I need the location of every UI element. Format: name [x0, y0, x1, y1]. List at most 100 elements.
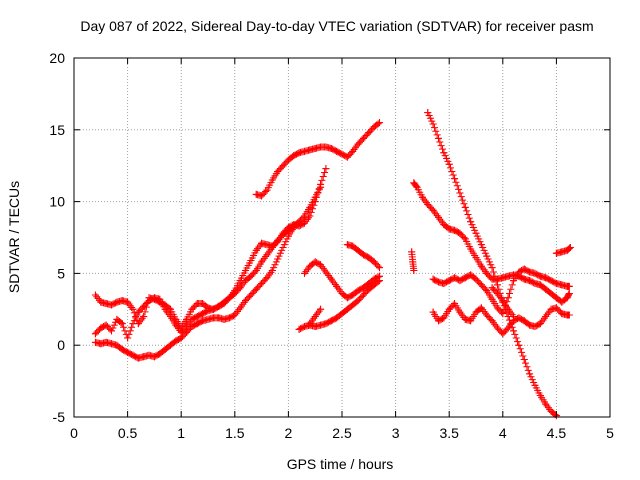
data-point	[343, 241, 351, 249]
data-point	[434, 213, 442, 221]
data-point	[434, 278, 442, 286]
data-marker	[506, 322, 513, 330]
data-point	[440, 314, 448, 322]
data-marker	[307, 208, 315, 216]
data-marker	[491, 320, 499, 328]
data-point	[91, 338, 99, 346]
data-point	[306, 320, 314, 328]
data-point	[268, 242, 276, 250]
data-point	[150, 353, 158, 361]
data-marker	[518, 348, 526, 356]
data-point	[129, 320, 137, 328]
data-marker	[457, 310, 465, 318]
data-point	[409, 258, 417, 266]
data-point	[376, 277, 384, 285]
data-point	[91, 291, 99, 299]
x-tick-label: 1.5	[225, 425, 245, 441]
data-point	[258, 279, 266, 287]
data-point	[327, 275, 335, 283]
data-marker	[543, 402, 551, 410]
data-marker	[302, 268, 310, 276]
data-point	[429, 120, 437, 128]
data-marker	[94, 295, 102, 303]
data-marker	[516, 345, 524, 353]
data-point	[563, 246, 571, 254]
data-points	[91, 109, 574, 420]
data-point	[263, 186, 271, 194]
data-point	[161, 305, 169, 313]
data-marker	[305, 214, 312, 222]
data-point	[461, 235, 469, 243]
data-point	[274, 167, 282, 175]
x-tick-label: 1	[177, 425, 185, 441]
data-marker	[565, 245, 573, 253]
data-point	[365, 254, 373, 262]
data-point	[311, 144, 319, 152]
data-point	[461, 203, 469, 211]
data-marker	[506, 290, 513, 298]
data-marker	[318, 263, 326, 271]
data-point	[467, 317, 475, 325]
data-point	[483, 252, 491, 260]
y-axis-label: SDTVAR / TECUs	[6, 181, 22, 293]
data-point	[258, 192, 266, 200]
data-marker	[130, 317, 138, 325]
data-point	[552, 304, 560, 312]
data-marker	[335, 286, 343, 294]
data-point	[451, 274, 459, 282]
data-point	[295, 325, 303, 333]
data-point	[311, 258, 319, 266]
x-tick-label: 2	[285, 425, 293, 441]
data-marker	[507, 320, 515, 328]
data-marker	[449, 171, 457, 179]
data-marker	[523, 363, 531, 371]
data-marker	[314, 309, 322, 317]
data-point	[311, 323, 319, 331]
data-point	[566, 244, 574, 252]
data-marker	[276, 249, 284, 257]
data-marker	[480, 266, 488, 274]
data-marker	[432, 210, 440, 218]
data-marker	[455, 185, 463, 193]
data-point	[263, 274, 271, 282]
data-point	[445, 277, 453, 285]
data-marker	[426, 114, 434, 122]
data-point	[188, 323, 196, 331]
data-marker	[374, 278, 382, 286]
data-point	[113, 298, 121, 306]
data-point	[531, 269, 539, 277]
data-point	[311, 198, 319, 206]
data-point	[215, 314, 223, 322]
data-point	[493, 304, 501, 312]
data-point	[445, 305, 453, 313]
data-point	[451, 175, 459, 183]
data-marker	[326, 273, 334, 281]
data-point	[333, 314, 341, 322]
data-marker	[162, 307, 170, 315]
data-marker	[527, 373, 535, 381]
data-marker	[325, 272, 333, 280]
data-marker	[473, 232, 481, 240]
data-point	[91, 330, 99, 338]
data-point	[542, 285, 550, 293]
data-point	[263, 251, 271, 259]
data-point	[172, 321, 180, 329]
data-point	[429, 275, 437, 283]
data-point	[563, 294, 571, 302]
y-tick-label: 0	[57, 337, 65, 353]
data-point	[333, 282, 341, 290]
grid	[74, 58, 610, 417]
data-point	[451, 300, 459, 308]
data-marker	[283, 235, 291, 243]
y-tick-label: 10	[49, 194, 65, 210]
data-marker	[459, 196, 467, 204]
data-point	[526, 321, 534, 329]
data-point	[488, 317, 496, 325]
data-marker	[302, 217, 310, 225]
data-point	[440, 221, 448, 229]
data-marker	[109, 324, 117, 332]
data-marker	[120, 323, 128, 331]
data-point	[247, 272, 255, 280]
data-point	[188, 305, 196, 313]
